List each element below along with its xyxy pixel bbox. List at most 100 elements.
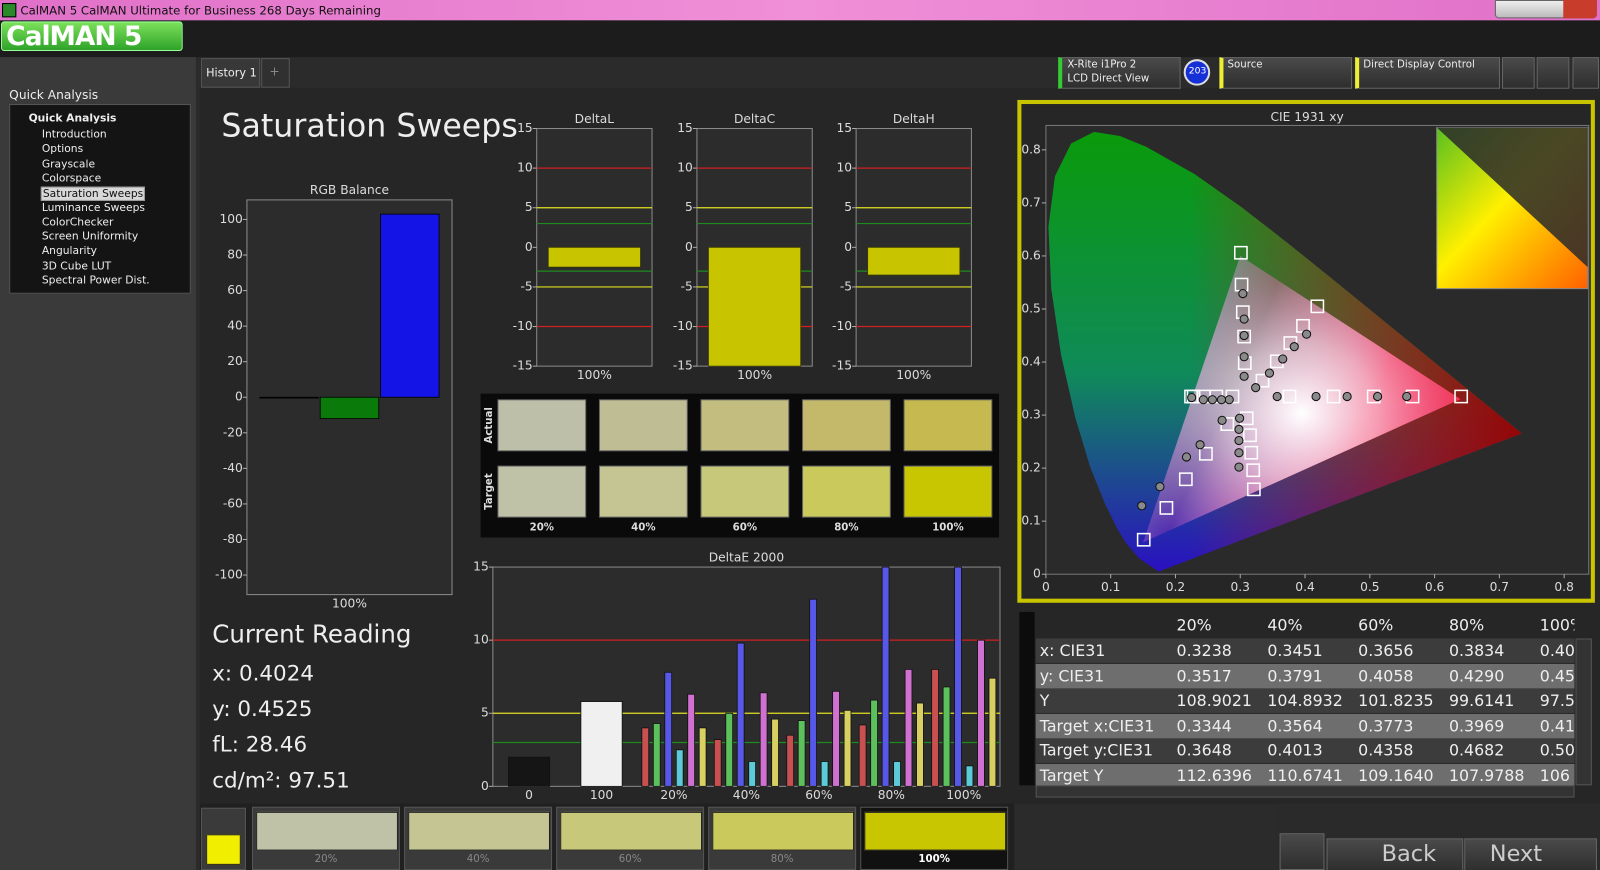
reading-value: 97.51 [288, 767, 350, 793]
nav-item[interactable]: Spectral Power Dist. [41, 274, 150, 287]
table-cell: 0.45 [1539, 666, 1575, 685]
bar [867, 246, 961, 276]
bar [713, 739, 722, 787]
x-tick-label: 60% [805, 788, 832, 802]
source-select[interactable] [1219, 57, 1353, 89]
actual-point [1264, 368, 1275, 378]
settings-button[interactable] [1502, 57, 1535, 89]
reading-label: cd/m²: [212, 767, 282, 793]
y-tick-label: 10 [517, 161, 533, 175]
target-point [1326, 389, 1341, 404]
sidebar-header: Quick Analysis [9, 87, 99, 102]
collapse-button[interactable] [1572, 57, 1599, 89]
table-corner [1019, 611, 1035, 786]
nav-item[interactable]: Angularity [41, 245, 98, 258]
logo-button[interactable] [1, 21, 183, 51]
table-cell: 108.9021 [1176, 691, 1252, 710]
title-bar [0, 0, 1600, 21]
actual-point [1239, 352, 1249, 362]
actual-point [1311, 391, 1321, 402]
actual-point [1181, 452, 1192, 462]
y-tick-label: 0.8 [1021, 142, 1040, 156]
nav-item[interactable]: Luminance Sweeps [41, 201, 145, 214]
chart-title: DeltaE 2000 [709, 550, 784, 564]
meter-badge[interactable] [1183, 59, 1211, 86]
table-header: 20% 40% 60% 80% 100% [1035, 612, 1575, 638]
table-cell: 0.4290 [1448, 666, 1505, 685]
nav-item[interactable]: 3D Cube LUT [41, 259, 112, 272]
actual-point [1224, 395, 1234, 405]
y-tick-label: -5 [681, 279, 693, 293]
x-tick-label: 0.6 [1425, 580, 1445, 594]
next-button[interactable] [1464, 838, 1597, 870]
y-tick-label: 10 [473, 633, 489, 647]
nav-item[interactable]: Grayscale [41, 157, 96, 170]
y-tick-label: 20 [227, 354, 243, 368]
bar [675, 749, 684, 787]
stop-button[interactable] [1279, 833, 1325, 870]
table-hscroll[interactable] [1035, 785, 1575, 798]
nav-item[interactable]: ColorChecker [41, 216, 114, 229]
meter-select[interactable] [1058, 57, 1181, 89]
actual-point [1372, 391, 1383, 402]
bar [547, 246, 641, 268]
y-tick-label: 0 [525, 240, 533, 254]
nav-item[interactable]: Options [41, 143, 84, 156]
table-cell: 0.3238 [1176, 641, 1232, 660]
actual-point [1137, 501, 1147, 511]
next-label: Next [1489, 841, 1543, 867]
actual-point [1278, 354, 1288, 364]
table-cell: 112.6396 [1176, 766, 1252, 785]
bar [942, 686, 951, 787]
meter-mode: LCD Direct View [1067, 73, 1150, 85]
tree-root[interactable]: Quick Analysis [28, 112, 117, 125]
bar [954, 566, 962, 787]
bar [664, 671, 673, 787]
bar [380, 213, 440, 398]
nav-item[interactable]: Colorspace [41, 172, 102, 185]
table-cell: Target y:CIE31 [1039, 741, 1154, 760]
target-point [1243, 428, 1257, 443]
row-label: Actual [484, 407, 495, 443]
bar [916, 702, 924, 787]
target-point [1136, 532, 1151, 547]
y-tick-label: -15 [513, 359, 533, 373]
patch [712, 811, 855, 851]
swatch-label: 100% [932, 522, 963, 533]
y-tick-label: 0 [235, 390, 243, 404]
source-label: Source [1227, 59, 1263, 71]
x-tick-label: 0.1 [1101, 580, 1120, 594]
nav-item[interactable]: Saturation Sweeps [40, 186, 146, 202]
y-tick-label: -5 [520, 279, 532, 293]
table-vscroll[interactable] [1575, 638, 1592, 786]
table-cell: 99.6141 [1448, 691, 1515, 710]
table-cell: 0.3451 [1267, 641, 1323, 660]
row-label: Target [484, 473, 495, 510]
table-cell: 0.3517 [1176, 666, 1232, 685]
swatch-label: 20% [530, 522, 554, 533]
table-cell: y: CIE31 [1039, 666, 1105, 685]
table-cell: 106 [1539, 766, 1570, 785]
x-tick-label: 0.5 [1360, 580, 1379, 594]
target-point [1178, 472, 1193, 487]
bar [736, 642, 745, 787]
close-button[interactable] [1563, 0, 1597, 19]
reading-row: y: 0.4525 [212, 697, 312, 721]
back-button[interactable] [1326, 838, 1464, 870]
table-cell: 0.3773 [1358, 716, 1414, 735]
target-point [1246, 463, 1261, 478]
table-row: y: CIE31 0.3517 0.3791 0.4058 0.4290 0.45 [1035, 663, 1575, 688]
nav-item[interactable]: Introduction [41, 128, 107, 141]
target-swatch [598, 465, 688, 518]
add-tab[interactable] [261, 58, 290, 88]
display-select[interactable] [1355, 57, 1500, 89]
table-cell: Target Y [1039, 766, 1104, 785]
table-cell: 0.50 [1539, 741, 1575, 760]
nav-item[interactable]: Screen Uniformity [41, 230, 139, 243]
back-label: Back [1381, 841, 1437, 867]
help-button[interactable] [1536, 57, 1570, 89]
tab[interactable] [201, 58, 261, 88]
y-tick-label: 15 [517, 121, 533, 135]
y-tick-label: 0.6 [1021, 248, 1041, 262]
actual-point [1216, 395, 1227, 405]
